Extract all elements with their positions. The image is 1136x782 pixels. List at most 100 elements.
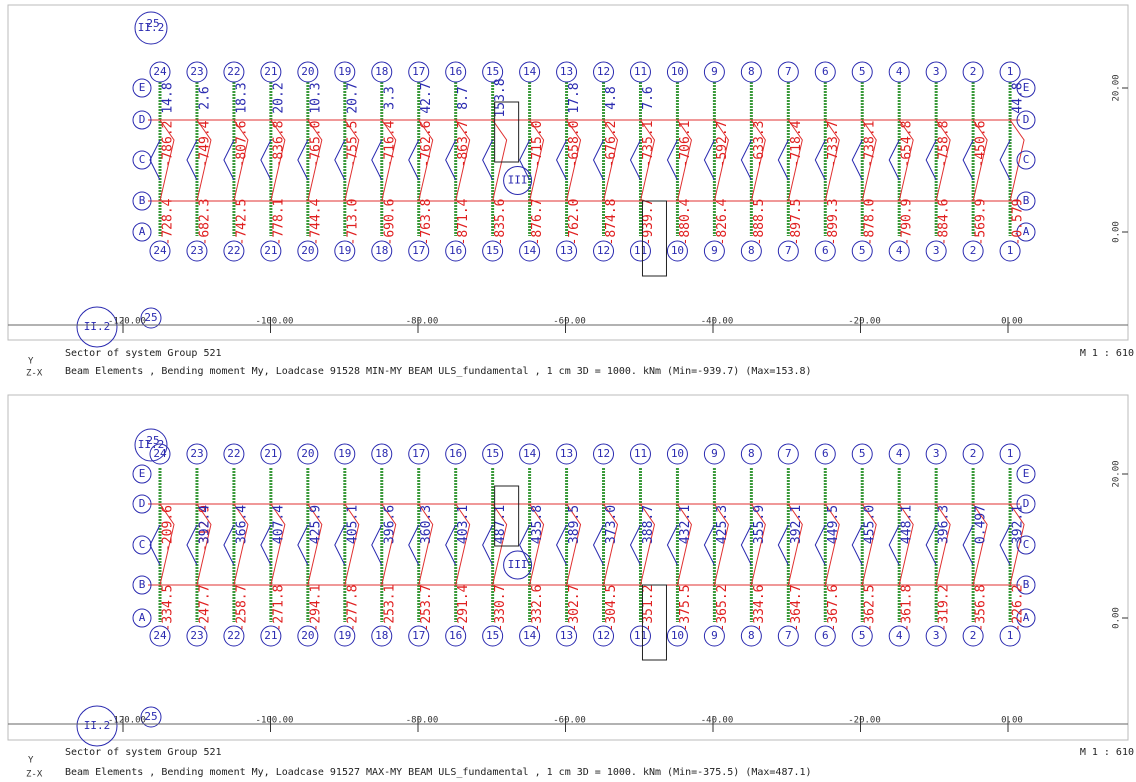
marker-num: 25: [146, 17, 159, 30]
moment-label: 407.4: [271, 505, 286, 544]
axis-circle: [814, 61, 836, 83]
marker-circle: [140, 706, 162, 728]
moment-label: 4.8: [604, 86, 619, 109]
moment-label: 388.7: [641, 505, 656, 544]
axis-number: 17: [412, 244, 425, 257]
moment-curve: [851, 524, 863, 566]
axis-number: 19: [338, 447, 351, 460]
moment-label: 44.8: [1011, 82, 1026, 113]
axis-circle: [666, 625, 688, 647]
moment-curve: [556, 139, 568, 181]
axis-number: 19: [338, 65, 351, 78]
axis-number: 3: [933, 65, 940, 78]
moment-label: 432.1: [678, 505, 693, 544]
moment-curve: [334, 524, 346, 566]
moment-label: 14.8: [161, 82, 176, 113]
axis-number: 12: [597, 447, 610, 460]
moment-label: 10.3: [308, 82, 323, 113]
moment-curve: [408, 524, 420, 566]
moment-curve: [519, 524, 531, 566]
marker-num: 25: [144, 311, 157, 324]
moment-curve: [740, 524, 752, 566]
axis-number: 24: [153, 447, 167, 460]
moment-label: 355.9: [752, 505, 767, 544]
moment-curve: [962, 524, 974, 566]
row-letter: D: [1023, 113, 1030, 126]
axis-circle: [297, 240, 319, 262]
row-letter: C: [139, 153, 146, 166]
moment-label: 448.1: [900, 505, 915, 544]
row-letter: E: [139, 81, 146, 94]
axis-number: 16: [449, 65, 462, 78]
moment-label: 396.3: [937, 505, 952, 544]
moment-label: -713.0: [345, 199, 360, 246]
moment-label: 392.4: [197, 505, 212, 544]
axis-number: 20: [301, 244, 314, 257]
moment-label: -569.9: [974, 199, 989, 246]
moment-label: -762.6: [419, 121, 434, 168]
axis-circle: [186, 443, 208, 465]
axis-number: 24: [153, 629, 167, 642]
moment-curve: [371, 524, 383, 566]
axis-circle: [962, 625, 984, 647]
moment-curve: [592, 524, 604, 566]
axis-circle: [223, 240, 245, 262]
axis-circle: [556, 443, 578, 465]
axis-circle: [482, 61, 504, 83]
moment-label: -277.8: [345, 585, 360, 632]
axis-number: 5: [859, 629, 866, 642]
axis-circle: [556, 240, 578, 262]
axis-circle: [999, 625, 1021, 647]
axis-number: 7: [785, 447, 792, 460]
axis-number: 12: [597, 65, 610, 78]
moment-label: -226.2: [1011, 585, 1026, 632]
axis-circle: [703, 240, 725, 262]
axis-number: 16: [449, 629, 462, 642]
moment-label: 3.3: [382, 86, 397, 109]
x-tick-label: -20.00: [848, 317, 881, 327]
moment-label: -836.8: [271, 121, 286, 168]
row-circle: [132, 78, 152, 98]
axis-number: 6: [822, 447, 829, 460]
axis-number: 1: [1007, 244, 1014, 257]
axis-number: 1: [1007, 447, 1014, 460]
moment-label: 20.2: [271, 82, 286, 113]
marker-circle: [134, 428, 168, 462]
axis-circle: [556, 625, 578, 647]
moment-label: -334.5: [161, 585, 176, 632]
moment-label: -633.3: [752, 121, 767, 168]
axis-number: 11: [634, 244, 647, 257]
axis-circle: [186, 240, 208, 262]
moment-label: -375.5: [678, 585, 693, 632]
axis-circle: [999, 240, 1021, 262]
row-letter: C: [139, 538, 146, 551]
axis-number: 3: [933, 447, 940, 460]
axis-number: 12: [597, 629, 610, 642]
moment-curve: [703, 139, 715, 181]
axis-circle: [814, 443, 836, 465]
moment-label: -742.5: [234, 199, 249, 246]
row-circle: [132, 222, 152, 242]
moment-curve: [408, 139, 420, 181]
axis-circle: [814, 240, 836, 262]
moment-label: -718.4: [789, 120, 804, 167]
section-circle: [503, 550, 533, 580]
axis-number: 9: [711, 244, 718, 257]
moment-label: -733.7: [826, 121, 841, 168]
caption: Beam Elements , Bending moment My, Loadc…: [65, 767, 812, 778]
axis-number: 1: [1007, 65, 1014, 78]
moment-label: 2.6: [197, 86, 212, 109]
moment-label: -863.7: [456, 121, 471, 168]
axis-circle: [777, 61, 799, 83]
axis-circle: [408, 240, 430, 262]
moment-label: -271.8: [271, 585, 286, 632]
row-circle: [132, 191, 152, 211]
moment-curve: [519, 139, 531, 181]
moment-curve: [445, 139, 457, 181]
moment-label: -332.6: [530, 585, 545, 632]
moment-label: -763.8: [419, 199, 434, 246]
axis-circle: [260, 625, 282, 647]
axis-number: 2: [970, 447, 977, 460]
